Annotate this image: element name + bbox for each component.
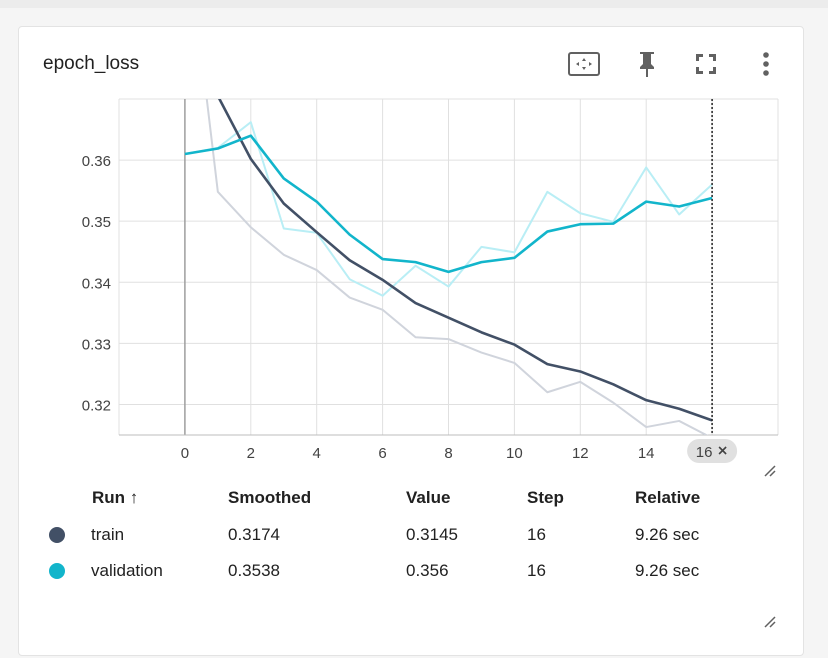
fullscreen-icon[interactable] bbox=[689, 47, 723, 81]
fit-to-data-icon[interactable] bbox=[567, 47, 601, 81]
run-color-dot bbox=[49, 527, 65, 543]
relative-time: 9.26 sec bbox=[635, 525, 700, 544]
line-chart[interactable]: 0.32 0.33 0.34 0.35 0.36 0 2 4 6 8 10 12 14 16 bbox=[19, 27, 803, 487]
smoothed-value: 0.3538 bbox=[228, 561, 280, 580]
header-relative: Relative bbox=[635, 488, 701, 507]
raw-value: 0.356 bbox=[406, 561, 449, 580]
y-tick-label: 0.32 bbox=[82, 397, 111, 414]
run-name: train bbox=[91, 525, 125, 544]
train-smoothed-line bbox=[217, 99, 713, 422]
x-tick-label: 0 bbox=[181, 445, 189, 462]
step-value: 16 bbox=[527, 561, 546, 580]
run-color-dot bbox=[49, 563, 65, 579]
header-value: Value bbox=[406, 488, 451, 507]
x-tick-label: 8 bbox=[444, 445, 452, 462]
y-tick-label: 0.36 bbox=[82, 153, 111, 170]
raw-value: 0.3145 bbox=[406, 525, 458, 544]
x-tick-label: 12 bbox=[572, 445, 589, 462]
resize-handle-icon[interactable] bbox=[763, 464, 777, 478]
resize-handle-icon[interactable] bbox=[763, 615, 777, 629]
top-divider bbox=[0, 0, 828, 8]
header-step: Step bbox=[527, 488, 564, 507]
step-value: 16 bbox=[527, 525, 546, 544]
x-tick-label: 10 bbox=[506, 445, 523, 462]
train-raw-line bbox=[205, 99, 709, 435]
scalar-card: epoch_loss 0.32 0.33 0.34 0.35 0.36 0 2 4 6 8 10 12… bbox=[18, 26, 804, 656]
header-run[interactable]: Run ↑ bbox=[92, 488, 139, 507]
more-vert-icon[interactable] bbox=[749, 47, 783, 81]
y-tick-label: 0.33 bbox=[82, 336, 111, 353]
y-tick-label: 0.35 bbox=[82, 214, 111, 231]
hover-step-label: 16 bbox=[696, 444, 713, 461]
validation-smoothed-line bbox=[184, 134, 713, 274]
smoothed-value: 0.3174 bbox=[228, 525, 280, 544]
pin-icon[interactable] bbox=[630, 47, 664, 81]
series-group bbox=[184, 99, 713, 435]
run-name: validation bbox=[91, 561, 163, 580]
relative-time: 9.26 sec bbox=[635, 561, 700, 580]
header-smoothed: Smoothed bbox=[228, 488, 312, 507]
y-tick-label: 0.34 bbox=[82, 275, 111, 292]
x-tick-label: 2 bbox=[247, 445, 255, 462]
hover-step-chip[interactable] bbox=[687, 439, 738, 463]
close-icon[interactable] bbox=[718, 446, 727, 455]
x-tick-label: 6 bbox=[378, 445, 386, 462]
x-tick-label: 14 bbox=[638, 445, 655, 462]
validation-raw-line bbox=[184, 121, 713, 297]
x-tick-label: 4 bbox=[313, 445, 321, 462]
card-title: epoch_loss bbox=[43, 53, 140, 74]
